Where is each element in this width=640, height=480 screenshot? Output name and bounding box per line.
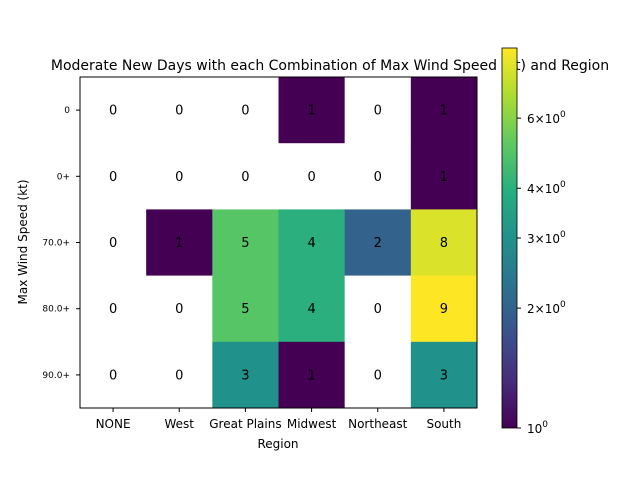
heatmap-cell [212,77,279,144]
cell-value-label: 1 [440,170,448,185]
heatmap-cell [146,209,213,277]
cell-value-label: 0 [175,368,183,383]
cell-value-label: 0 [241,104,249,119]
cell-value-label: 9 [440,302,448,317]
x-tick-label: Great Plains [209,417,281,431]
cell-value-label: 3 [241,368,249,383]
cell-value-label: 4 [307,236,315,251]
heatmap-cell [278,77,346,144]
cell-value-label: 0 [109,104,117,119]
cell-value-label: 0 [109,368,117,383]
heatmap-cell [344,275,412,343]
heatmap-cell [278,341,346,409]
cell-value-label: 1 [175,236,183,251]
heatmap-cell [212,143,279,210]
heatmap-cell [344,143,412,210]
heatmap-cell [278,275,346,343]
heatmap-cell [344,341,412,409]
heatmap-cell [410,275,478,343]
x-axis-label: Region [257,437,298,451]
cell-value-label: 2 [374,236,382,251]
cell-value-label: 1 [440,104,448,119]
y-tick-label: 0 [64,106,70,116]
y-tick-label: 90.0+ [42,371,70,381]
x-tick-label: West [164,417,194,431]
cell-value-label: 3 [440,368,448,383]
y-tick-label: 80.0+ [42,305,70,315]
cell-value-label: 0 [374,170,382,185]
heatmap-cell [80,143,147,210]
heatmap-cell-labels: 0 0 0 1 0 1 0 0 0 0 0 1 0 1 5 4 2 8 0 0 5 4 0 9 0 0 3 1 0 3 [109,104,448,384]
cell-value-label: 0 [175,104,183,119]
y-tick-label: 70.0+ [42,239,70,249]
cell-value-label: 5 [241,236,249,251]
heatmap-cell [344,209,412,277]
colorbar-gradient [502,48,517,428]
heatmap-cell [212,275,279,343]
cell-value-label: 0 [175,302,183,317]
heatmap-cell [212,341,279,409]
x-tick-label: Midwest [287,417,337,431]
colorbar: 100 2×100 3×100 4×100 6×100 [501,47,566,436]
x-tick-label: NONE [96,417,131,431]
heatmap-cell [146,275,213,343]
colorbar-tick-label: 2×100 [527,300,566,316]
x-tick-label: South [426,417,461,431]
heatmap-cell [344,77,412,144]
cell-value-label: 0 [374,302,382,317]
heatmap-cell [410,209,478,277]
colorbar-tick-label: 4×100 [527,180,566,196]
heatmap-cell [278,143,346,210]
cell-value-label: 1 [307,368,315,383]
heatmap-cell [80,209,147,277]
heatmap-cell [146,77,213,144]
cell-value-label: 0 [241,170,249,185]
heatmap-cells [80,77,478,409]
heatmap-cell [80,275,147,343]
heatmap-cell [146,341,213,409]
colorbar-ticks: 100 2×100 3×100 4×100 6×100 [517,110,566,436]
x-axis: NONE West Great Plains Midwest Northeast Sout… [96,408,461,431]
colorbar-tick-label: 6×100 [527,110,566,126]
heatmap-cell [146,143,213,210]
cell-value-label: 5 [241,302,249,317]
cell-value-label: 0 [109,170,117,185]
cell-value-label: 0 [374,104,382,119]
heatmap-cell [80,341,147,409]
chart-title: Moderate New Days with each Combination … [51,58,609,74]
colorbar-tick-label: 3×100 [527,230,566,246]
x-tick-label: Northeast [348,417,408,431]
y-tick-label: 0+ [57,172,70,182]
heatmap-cell [80,77,147,144]
cell-value-label: 1 [307,104,315,119]
y-axis: 0 0+ 70.0+ 80.0+ 90.0+ [42,106,80,381]
cell-value-label: 0 [307,170,315,185]
cell-value-label: 0 [374,368,382,383]
heatmap-cell [410,143,478,210]
cell-value-label: 8 [440,236,448,251]
cell-value-label: 0 [109,236,117,251]
cell-value-label: 0 [175,170,183,185]
y-axis-label: Max Wind Speed (kt) [16,179,30,304]
cell-value-label: 4 [307,302,315,317]
heatmap-cell [410,341,478,409]
heatmap-cell [212,209,279,277]
heatmap-cell [410,77,478,144]
cell-value-label: 0 [109,302,117,317]
heatmap-cell [278,209,346,277]
colorbar-tick-label: 100 [527,420,548,436]
